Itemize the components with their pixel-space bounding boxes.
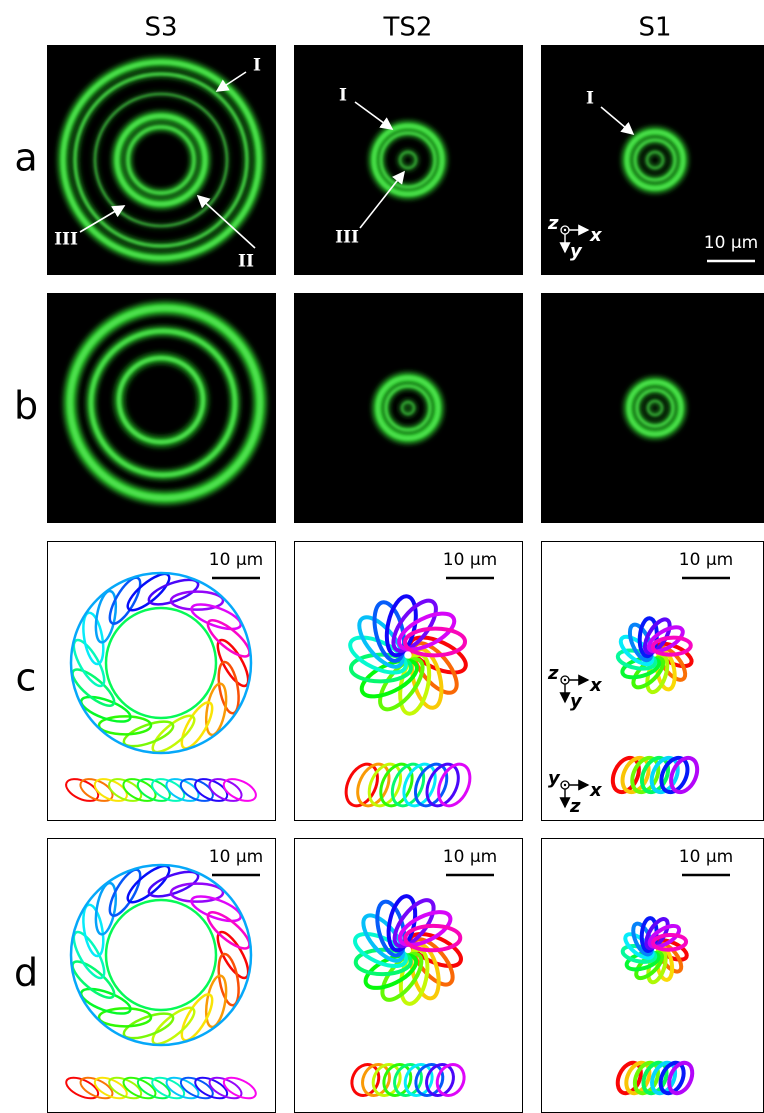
marker-label: III bbox=[335, 228, 359, 248]
figure: S3TS2S1abcdIIIIIIIIIII10 µm10 µm10 µm10 … bbox=[0, 0, 764, 1113]
column-header: S3 bbox=[144, 13, 177, 43]
axis-label: z bbox=[547, 663, 559, 684]
axis-label: y bbox=[570, 691, 583, 712]
axis-origin-dot bbox=[564, 784, 566, 786]
marker-label: I bbox=[339, 86, 347, 106]
row-label: b bbox=[14, 384, 38, 428]
scale-bar-label: 10 µm bbox=[704, 233, 758, 253]
scale-bar-label: 10 µm bbox=[443, 550, 497, 570]
scale-bar-label: 10 µm bbox=[679, 847, 733, 867]
axis-label: x bbox=[589, 780, 603, 801]
row-label: a bbox=[14, 136, 37, 180]
axis-label: x bbox=[589, 675, 603, 696]
scale-bar-label: 10 µm bbox=[443, 847, 497, 867]
axis-label: x bbox=[589, 225, 603, 246]
axis-origin-dot bbox=[564, 679, 566, 681]
row-label: c bbox=[16, 656, 37, 700]
marker-label: I bbox=[586, 89, 594, 109]
micrograph-panel bbox=[294, 45, 523, 275]
scale-bar-label: 10 µm bbox=[679, 550, 733, 570]
marker-label: I bbox=[253, 56, 261, 76]
micrograph-panel bbox=[294, 293, 523, 523]
axis-label: y bbox=[548, 768, 561, 789]
marker-label: III bbox=[54, 230, 78, 250]
axis-label: z bbox=[547, 213, 559, 234]
column-header: S1 bbox=[638, 13, 671, 43]
axis-origin-dot bbox=[564, 229, 566, 231]
axis-label: z bbox=[569, 796, 581, 817]
micrograph-panel bbox=[541, 293, 764, 523]
marker-label: II bbox=[238, 252, 254, 272]
axis-label: y bbox=[570, 241, 583, 262]
micrograph-panel bbox=[47, 45, 276, 275]
scale-bar-label: 10 µm bbox=[209, 550, 263, 570]
simulation-panel bbox=[542, 839, 764, 1113]
row-label: d bbox=[14, 951, 38, 995]
scale-bar-label: 10 µm bbox=[209, 847, 263, 867]
column-header: TS2 bbox=[383, 13, 433, 43]
